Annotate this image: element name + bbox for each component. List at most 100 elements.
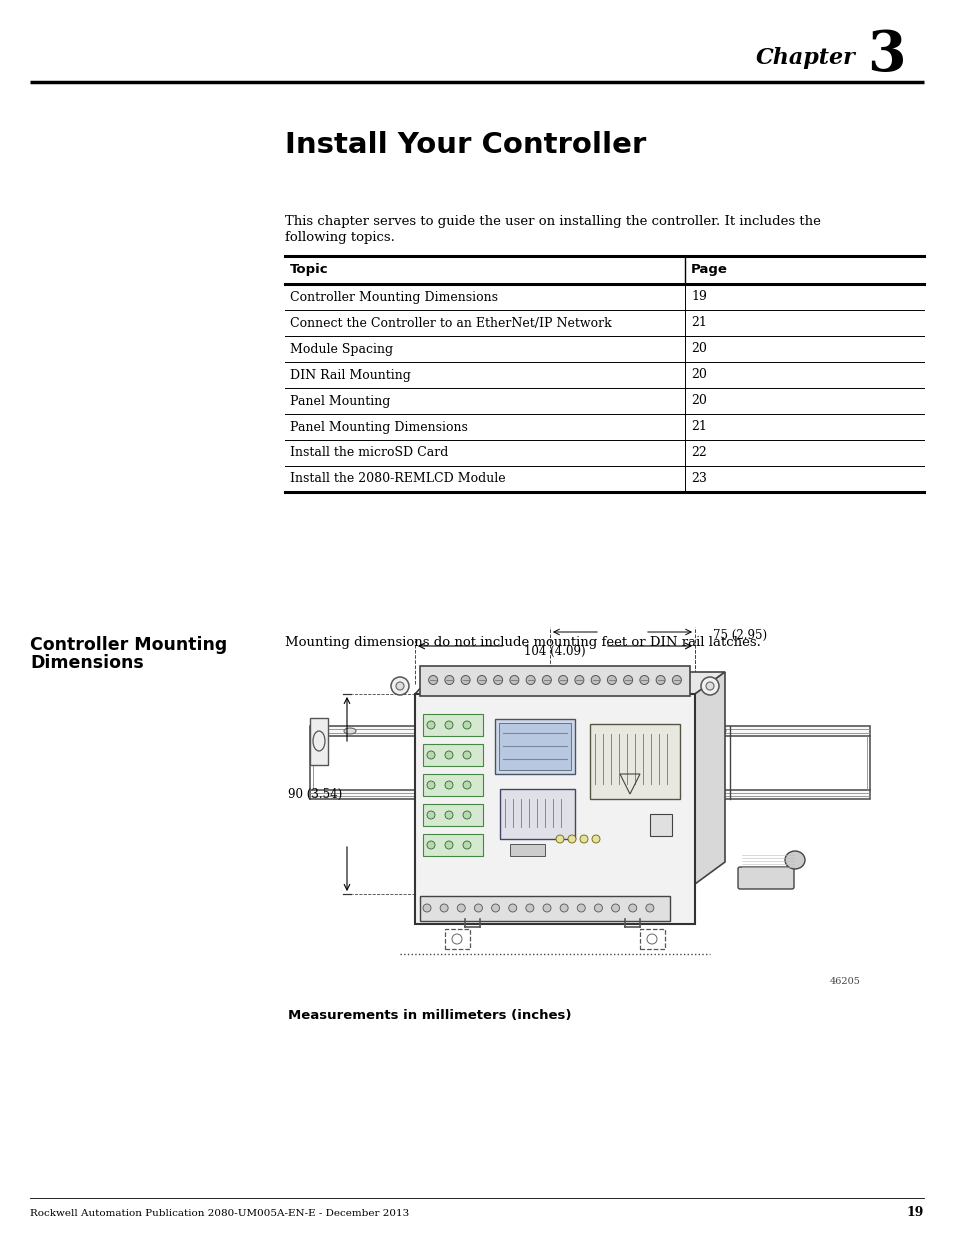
Circle shape [559,904,568,911]
Text: 20: 20 [690,368,706,382]
Circle shape [462,781,471,789]
Text: DIN Rail Mounting: DIN Rail Mounting [290,368,411,382]
Circle shape [456,904,465,911]
Bar [310,718,328,764]
Circle shape [427,781,435,789]
Circle shape [542,904,551,911]
Circle shape [427,811,435,819]
Circle shape [556,835,563,844]
Text: Rockwell Automation Publication 2080-UM005A-EN-E - December 2013: Rockwell Automation Publication 2080-UM0… [30,1209,409,1218]
Text: This chapter serves to guide the user on installing the controller. It includes : This chapter serves to guide the user on… [285,215,820,228]
Circle shape [462,841,471,848]
Text: Controller Mounting Dimensions: Controller Mounting Dimensions [290,290,497,304]
Circle shape [427,841,435,848]
Circle shape [672,676,680,684]
Text: 3: 3 [866,27,904,83]
Bar [639,929,664,948]
Circle shape [444,676,454,684]
Circle shape [493,676,502,684]
Bar [422,804,482,826]
Text: Controller Mounting: Controller Mounting [30,636,227,655]
Circle shape [525,904,534,911]
Text: 21: 21 [690,316,706,330]
Circle shape [476,676,486,684]
Ellipse shape [784,851,804,869]
Circle shape [639,676,648,684]
Circle shape [558,676,567,684]
Circle shape [462,751,471,760]
FancyBboxPatch shape [738,867,793,889]
Circle shape [607,676,616,684]
Text: 19: 19 [690,290,706,304]
Text: Module Spacing: Module Spacing [290,342,393,356]
Circle shape [395,682,403,690]
Text: Install the microSD Card: Install the microSD Card [290,447,448,459]
Text: Panel Mounting: Panel Mounting [290,394,390,408]
Circle shape [579,835,587,844]
Circle shape [444,781,453,789]
Circle shape [705,682,713,690]
Text: 23: 23 [690,473,706,485]
Circle shape [444,721,453,729]
Bar [422,714,482,736]
Text: 90 (3.54): 90 (3.54) [288,788,341,800]
Circle shape [427,721,435,729]
Polygon shape [415,672,724,694]
Circle shape [491,904,499,911]
Circle shape [428,676,437,684]
Text: 20: 20 [690,342,706,356]
Circle shape [439,904,448,911]
Ellipse shape [344,727,355,734]
Circle shape [444,751,453,760]
Circle shape [474,904,482,911]
Text: 75 (2.95): 75 (2.95) [712,629,766,641]
Circle shape [391,677,409,695]
Text: Install the 2080-REMLCD Module: Install the 2080-REMLCD Module [290,473,505,485]
Bar [415,694,695,924]
Ellipse shape [713,727,725,734]
Text: 104 (4.09): 104 (4.09) [523,645,585,657]
Circle shape [422,904,431,911]
Bar [310,726,869,736]
Bar [419,666,689,697]
Circle shape [577,904,585,911]
Circle shape [591,676,599,684]
Circle shape [542,676,551,684]
Text: following topics.: following topics. [285,231,395,245]
Bar [499,789,575,839]
Circle shape [623,676,632,684]
Circle shape [462,721,471,729]
Text: 20: 20 [690,394,706,408]
Circle shape [525,676,535,684]
Polygon shape [695,672,724,884]
Text: Dimensions: Dimensions [30,655,144,672]
Bar [498,722,571,769]
Bar [422,774,482,797]
Circle shape [656,676,664,684]
Circle shape [592,835,599,844]
Bar [510,844,544,856]
Circle shape [444,811,453,819]
Bar [419,897,669,921]
Circle shape [462,811,471,819]
Bar [310,790,869,799]
Text: 19: 19 [905,1207,923,1219]
Text: Measurements in millimeters (inches): Measurements in millimeters (inches) [288,1009,571,1021]
Text: Mounting dimensions do not include mounting feet or DIN rail latches.: Mounting dimensions do not include mount… [285,636,760,650]
Circle shape [575,676,583,684]
Text: Panel Mounting Dimensions: Panel Mounting Dimensions [290,420,467,433]
Bar [422,834,482,856]
Text: Install Your Controller: Install Your Controller [285,131,645,159]
Bar [444,929,470,948]
Circle shape [594,904,601,911]
Circle shape [567,835,576,844]
Circle shape [460,676,470,684]
Circle shape [509,676,518,684]
Bar [422,743,482,766]
Text: 21: 21 [690,420,706,433]
Text: Topic: Topic [290,263,328,277]
Text: 46205: 46205 [829,977,860,987]
Bar [649,814,671,836]
Circle shape [508,904,517,911]
Circle shape [611,904,618,911]
